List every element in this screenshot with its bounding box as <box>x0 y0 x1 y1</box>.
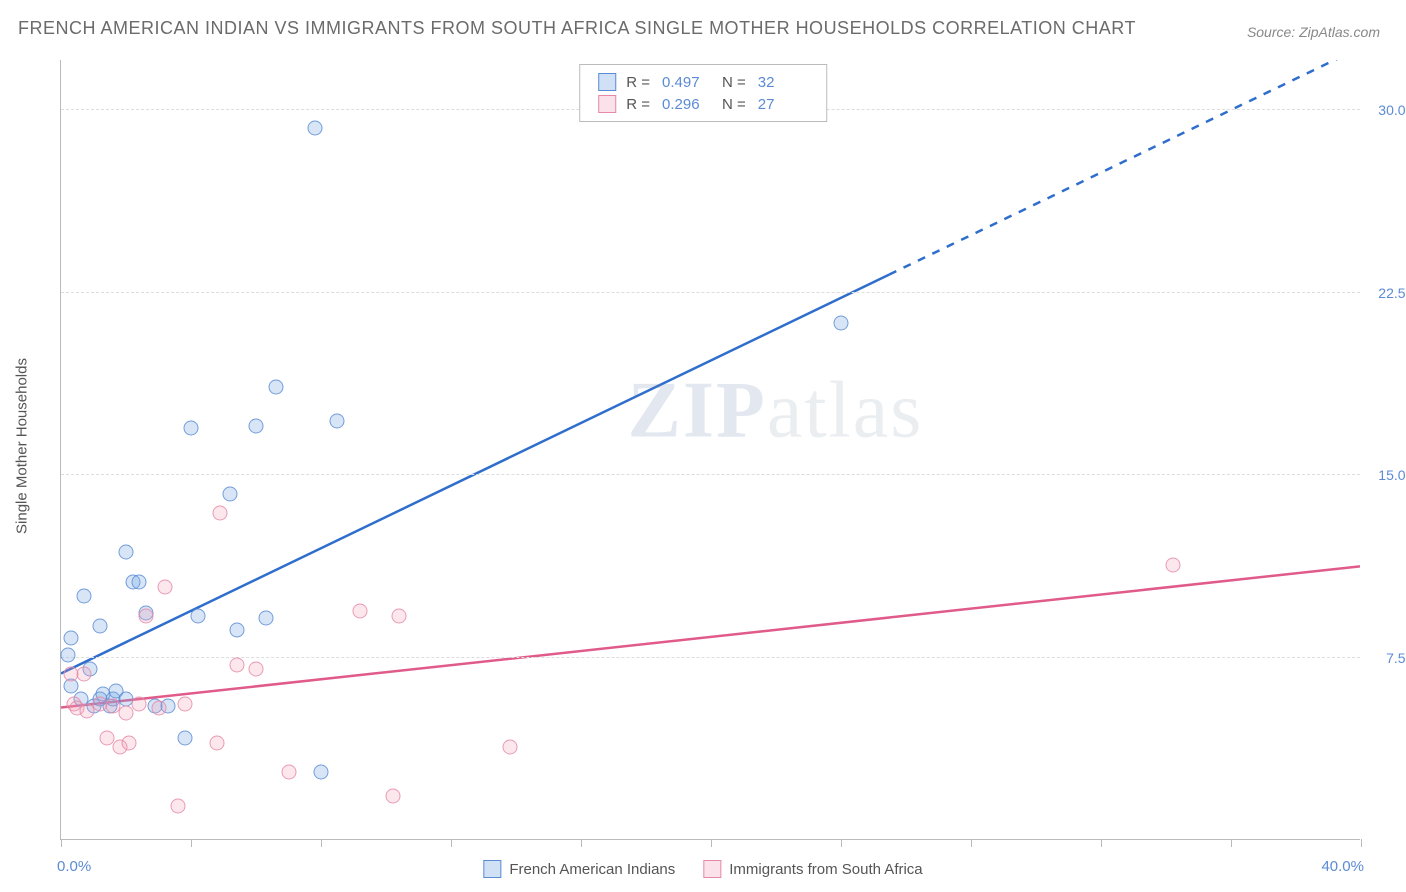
data-point <box>60 647 75 662</box>
data-point <box>229 623 244 638</box>
trend-lines <box>61 60 1360 839</box>
data-point <box>385 789 400 804</box>
legend-n-label: N = <box>722 74 746 91</box>
data-point <box>268 379 283 394</box>
series-legend-item: French American Indians <box>483 860 675 878</box>
data-point <box>122 735 137 750</box>
data-point <box>210 735 225 750</box>
legend-row: R = 0.497 N = 32 <box>598 71 808 93</box>
data-point <box>229 657 244 672</box>
data-point <box>151 701 166 716</box>
data-point <box>353 603 368 618</box>
source-attribution: Source: ZipAtlas.com <box>1247 24 1380 40</box>
watermark: ZIPatlas <box>627 365 923 456</box>
x-tick <box>321 839 322 847</box>
data-point <box>132 696 147 711</box>
data-point <box>190 608 205 623</box>
data-point <box>119 706 134 721</box>
data-point <box>249 418 264 433</box>
series-name: Immigrants from South Africa <box>729 861 922 878</box>
data-point <box>223 486 238 501</box>
data-point <box>93 618 108 633</box>
series-name: French American Indians <box>509 861 675 878</box>
x-min-label: 0.0% <box>57 858 91 875</box>
plot-area: ZIPatlas 7.5%15.0%22.5%30.0%0.0%40.0% <box>60 60 1360 840</box>
gridline: 15.0% <box>61 474 1360 475</box>
legend-swatch <box>598 95 616 113</box>
data-point <box>281 764 296 779</box>
data-point <box>76 589 91 604</box>
x-tick <box>1101 839 1102 847</box>
legend-swatch <box>483 860 501 878</box>
y-tick-label: 30.0% <box>1368 102 1406 118</box>
x-tick <box>1361 839 1362 847</box>
x-tick <box>711 839 712 847</box>
y-tick-label: 15.0% <box>1368 467 1406 483</box>
y-tick-label: 7.5% <box>1368 650 1406 666</box>
legend-swatch <box>703 860 721 878</box>
x-tick <box>1231 839 1232 847</box>
data-point <box>392 608 407 623</box>
gridline: 22.5% <box>61 292 1360 293</box>
legend-row: R = 0.296 N = 27 <box>598 93 808 115</box>
x-tick <box>61 839 62 847</box>
data-point <box>307 121 322 136</box>
data-point <box>330 413 345 428</box>
data-point <box>158 579 173 594</box>
data-point <box>249 662 264 677</box>
y-tick-label: 22.5% <box>1368 285 1406 301</box>
data-point <box>177 696 192 711</box>
data-point <box>119 545 134 560</box>
legend-r-label: R = <box>626 74 650 91</box>
series-legend: French American Indians Immigrants from … <box>483 860 922 878</box>
data-point <box>314 764 329 779</box>
data-point <box>502 740 517 755</box>
data-point <box>213 506 228 521</box>
data-point <box>834 316 849 331</box>
legend-swatch <box>598 73 616 91</box>
data-point <box>76 667 91 682</box>
gridline: 7.5% <box>61 657 1360 658</box>
chart-title: FRENCH AMERICAN INDIAN VS IMMIGRANTS FRO… <box>18 18 1136 39</box>
y-axis-title: Single Mother Households <box>14 358 31 534</box>
data-point <box>177 730 192 745</box>
data-point <box>258 611 273 626</box>
legend-r-value: 0.497 <box>662 74 712 91</box>
legend-n-value: 32 <box>758 74 808 91</box>
x-tick <box>581 839 582 847</box>
data-point <box>1165 557 1180 572</box>
data-point <box>171 798 186 813</box>
legend-n-label: N = <box>722 96 746 113</box>
correlation-legend: R = 0.497 N = 32 R = 0.296 N = 27 <box>579 64 827 122</box>
legend-r-label: R = <box>626 96 650 113</box>
x-tick <box>451 839 452 847</box>
data-point <box>132 574 147 589</box>
series-legend-item: Immigrants from South Africa <box>703 860 922 878</box>
data-point <box>138 608 153 623</box>
x-tick <box>191 839 192 847</box>
x-tick <box>971 839 972 847</box>
data-point <box>184 421 199 436</box>
x-max-label: 40.0% <box>1321 858 1364 875</box>
legend-n-value: 27 <box>758 96 808 113</box>
data-point <box>63 630 78 645</box>
data-point <box>99 730 114 745</box>
x-tick <box>841 839 842 847</box>
legend-r-value: 0.296 <box>662 96 712 113</box>
